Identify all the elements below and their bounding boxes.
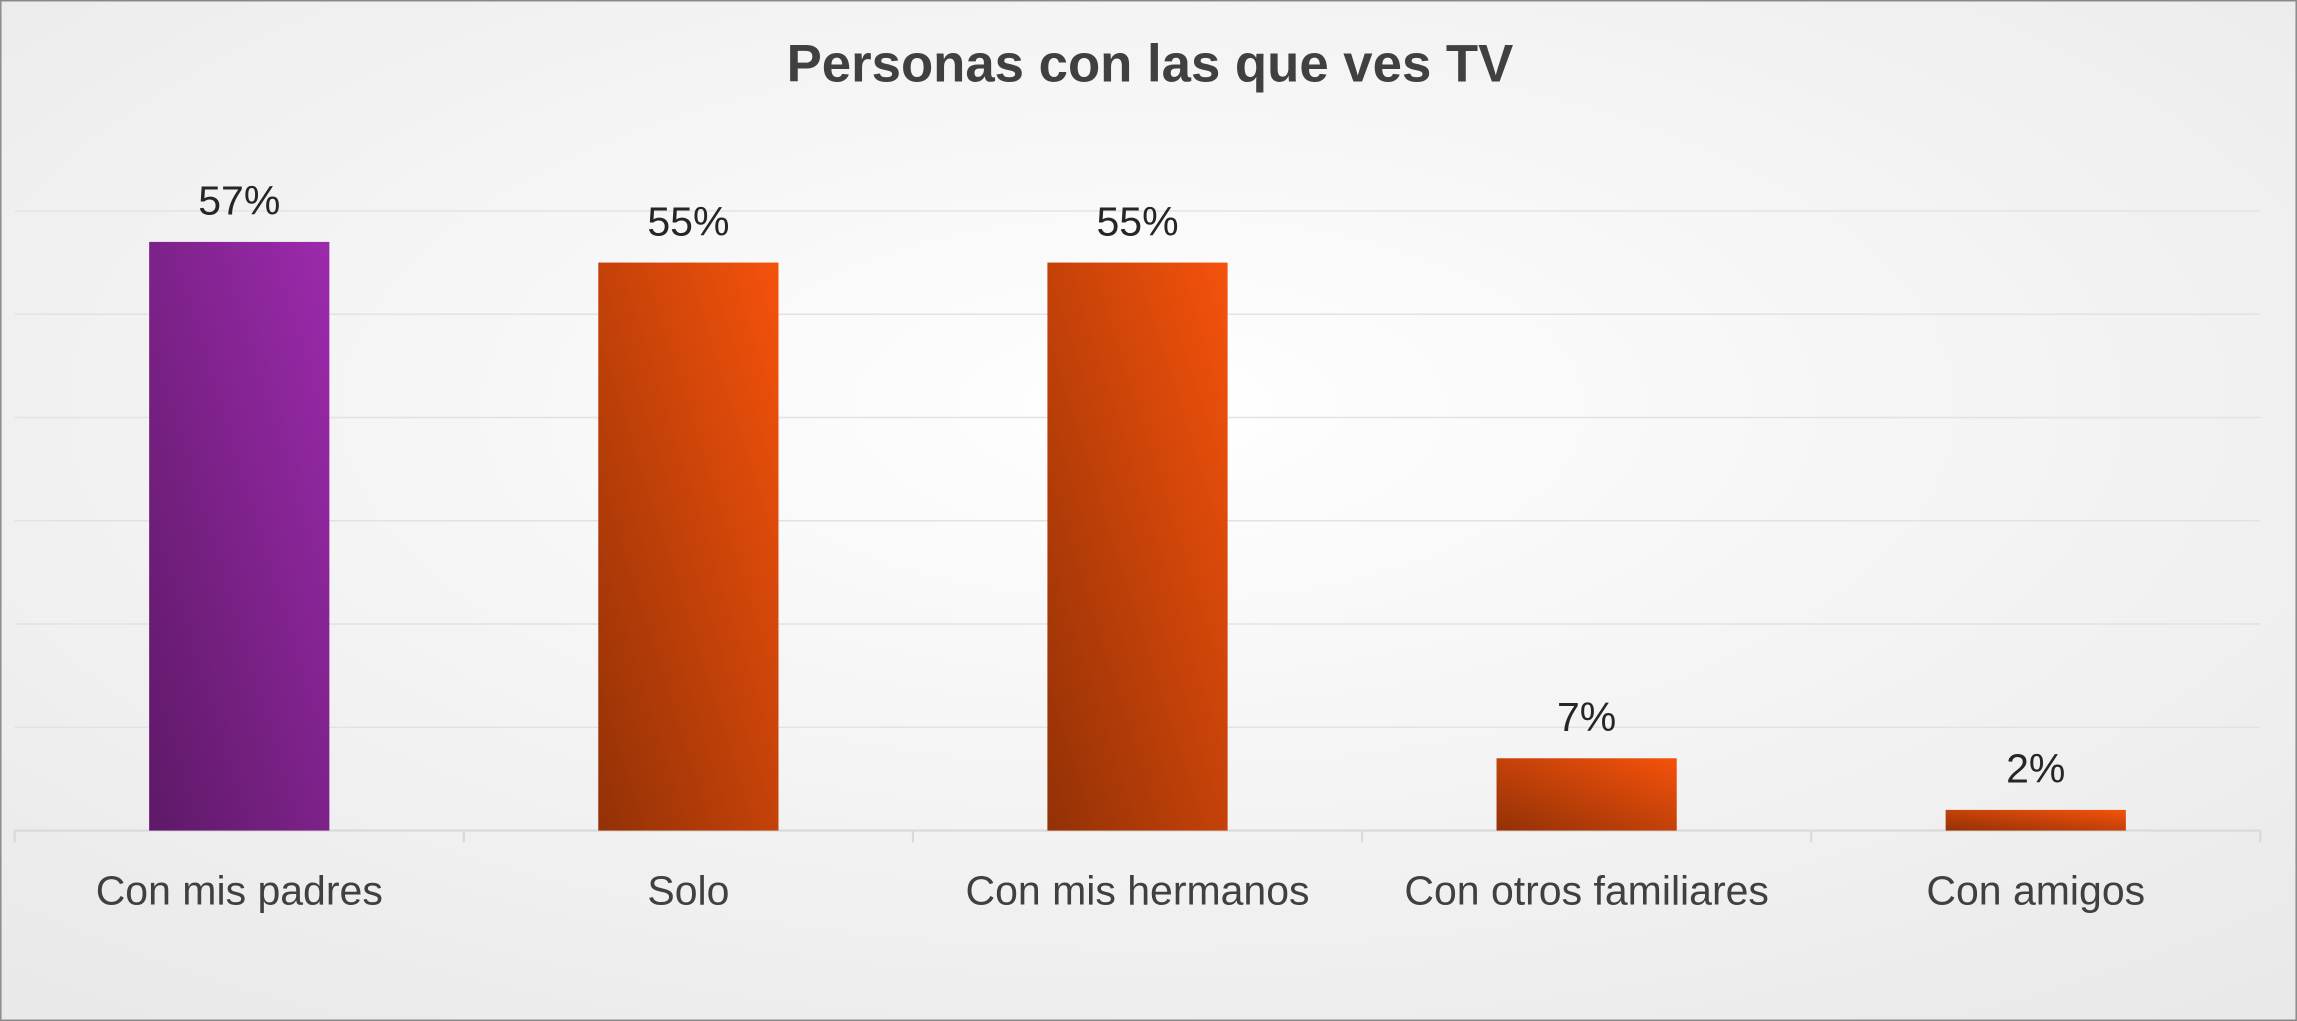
value-label: 55% <box>647 198 729 244</box>
bar-shade <box>1496 758 1677 831</box>
bar-shade <box>598 262 779 831</box>
value-label: 2% <box>2006 746 2065 792</box>
x-tick-label: Con otros familiares <box>1404 867 1769 913</box>
x-tick-label: Solo <box>647 867 729 913</box>
bar-shade <box>1945 809 2126 831</box>
bar-shade <box>1047 262 1228 831</box>
value-label: 55% <box>1096 198 1178 244</box>
x-tick-label: Con amigos <box>1926 867 2145 913</box>
value-label: 7% <box>1557 694 1616 740</box>
chart-title: Personas con las que ves TV <box>787 34 1514 93</box>
bar-shade <box>149 241 330 831</box>
value-label: 57% <box>198 178 280 224</box>
x-tick-label: Con mis hermanos <box>965 867 1309 913</box>
x-tick-label: Con mis padres <box>96 867 383 913</box>
